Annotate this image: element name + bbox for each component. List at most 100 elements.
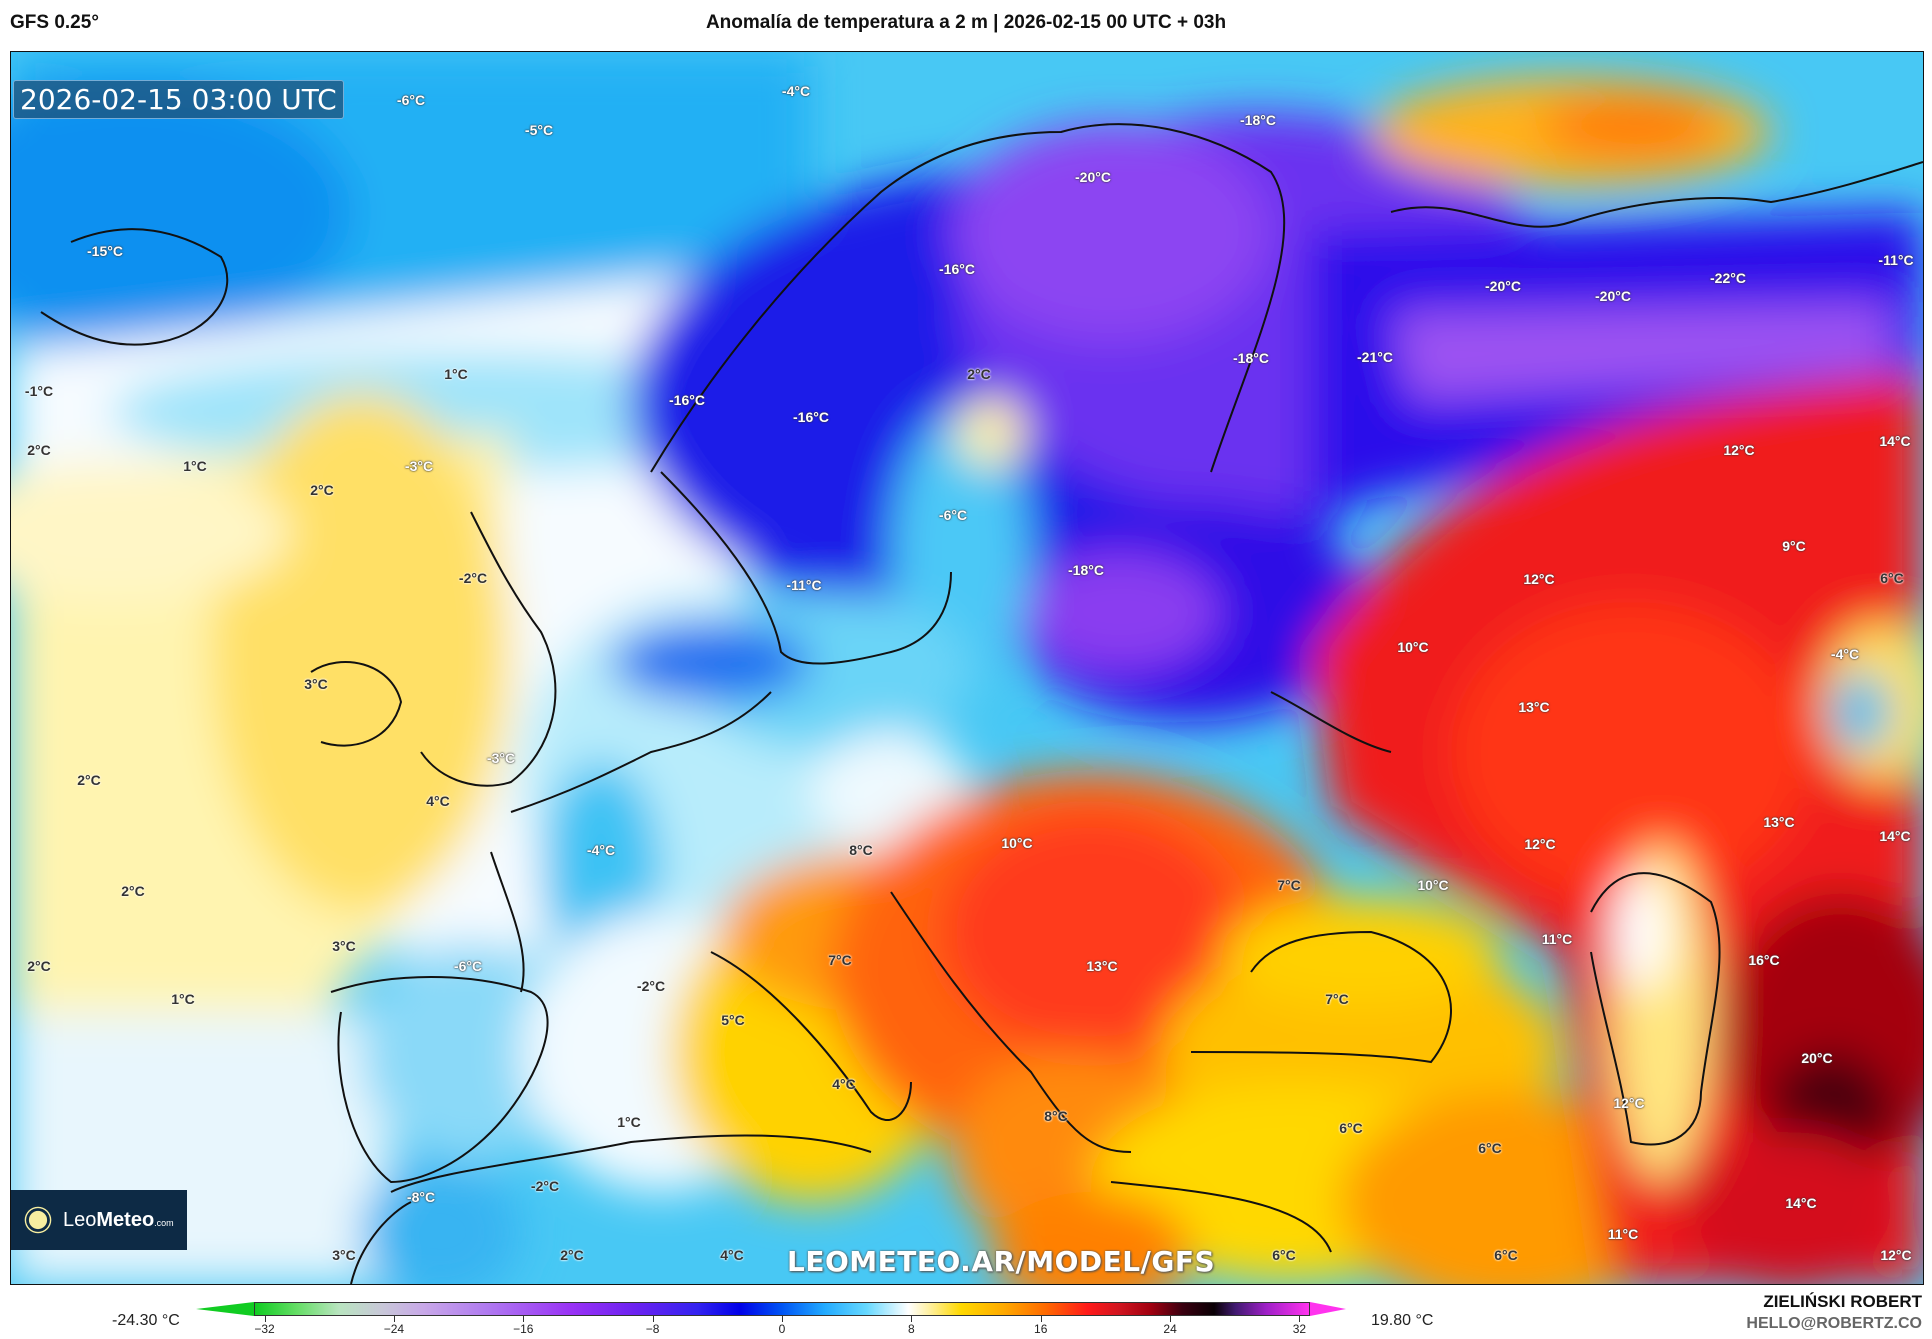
model-label: GFS 0.25° (10, 12, 99, 33)
colorbar-tick-label: −16 (513, 1322, 534, 1336)
colorbar-tick-label: −8 (645, 1322, 660, 1336)
temperature-label: 5°C (721, 1012, 745, 1028)
anomaly-field (11, 52, 1923, 1284)
temperature-label: -22°C (1710, 270, 1746, 286)
temperature-label: 4°C (426, 793, 450, 809)
sun-icon (28, 1210, 48, 1230)
temperature-label: -2°C (458, 570, 488, 586)
temperature-label: 6°C (1880, 570, 1904, 586)
temperature-label: -6°C (453, 958, 483, 974)
temperature-label: 12°C (1613, 1095, 1645, 1111)
colorbar-high-extension (1310, 1302, 1346, 1316)
colorbar-tick (1170, 1316, 1172, 1322)
temperature-label: 14°C (1879, 433, 1911, 449)
temperature-label: 6°C (1339, 1120, 1363, 1136)
temperature-label: -3°C (404, 458, 434, 474)
author-email[interactable]: HELLO@ROBERTZ.CO (1746, 1315, 1922, 1332)
chart-title: Anomalía de temperatura a 2 m | 2026-02-… (705, 12, 1227, 33)
temperature-label: 1°C (617, 1114, 641, 1130)
temperature-label: -5°C (524, 122, 554, 138)
colorbar: −32 −24 −16 −8 0 8 16 24 32 (196, 1302, 1346, 1336)
temperature-label: 11°C (1541, 931, 1573, 947)
colorbar-tick-label: 32 (1292, 1322, 1307, 1336)
colorbar-tick-label: −24 (383, 1322, 405, 1336)
temperature-label: 7°C (1325, 991, 1349, 1007)
temperature-label: -20°C (1595, 288, 1631, 304)
timestamp-badge: 2026-02-15 03:00 UTC (13, 80, 344, 119)
temperature-label: -3°C (486, 750, 516, 766)
temperature-label: 2°C (310, 482, 334, 498)
temperature-label: -2°C (636, 978, 666, 994)
temperature-label: 16°C (1748, 952, 1780, 968)
temperature-label: 12°C (1523, 571, 1555, 587)
temperature-label: 8°C (849, 842, 873, 858)
temperature-anomaly-map[interactable]: 2026-02-15 03:00 UTC -6°C -4°C -5°C -18°C -2… (10, 51, 1924, 1285)
colorbar-gradient (254, 1302, 1310, 1316)
temperature-label: 12°C (1723, 442, 1755, 458)
temperature-label: -20°C (1485, 278, 1521, 294)
colorbar-tick-label: 16 (1034, 1322, 1048, 1336)
temperature-label: 2°C (27, 958, 51, 974)
temperature-label: 11°C (1607, 1226, 1639, 1242)
temperature-label: -6°C (938, 507, 968, 523)
colorbar-tick-label: 24 (1163, 1322, 1177, 1336)
temperature-label: 10°C (1001, 835, 1033, 851)
colorbar-tick (523, 1316, 525, 1322)
temperature-label: 3°C (332, 1247, 356, 1263)
temperature-label: -6°C (396, 92, 426, 108)
temperature-label: 1°C (444, 366, 468, 382)
colorbar-tick (782, 1316, 783, 1322)
colorbar-tick-label: 0 (778, 1322, 786, 1336)
colorbar-tick (1299, 1316, 1301, 1322)
temperature-label: -4°C (1830, 646, 1860, 662)
temperature-label: 6°C (1478, 1140, 1502, 1156)
brand-suffix: .com (154, 1217, 174, 1228)
colorbar-tick (911, 1316, 913, 1322)
colorbar-tick (393, 1316, 395, 1322)
brand-light: Leo (63, 1208, 97, 1231)
temperature-label: 12°C (1524, 836, 1556, 852)
brand-bold: Meteo (96, 1208, 155, 1231)
colorbar-min-label: -24.30 °C (112, 1312, 180, 1329)
author-name: ZIELIŃSKI ROBERT (1763, 1292, 1922, 1311)
temperature-label: 8°C (1044, 1108, 1068, 1124)
temperature-label: -11°C (1878, 252, 1914, 268)
temperature-label: -15°C (87, 243, 123, 259)
temperature-label: 2°C (27, 442, 51, 458)
temperature-label: 14°C (1879, 828, 1911, 844)
temperature-label: 4°C (832, 1076, 856, 1092)
temperature-label: 14°C (1785, 1195, 1817, 1211)
temperature-label: -16°C (669, 392, 705, 408)
colorbar-tick (264, 1316, 266, 1322)
temperature-label: -20°C (1075, 169, 1111, 185)
temperature-label: 2°C (77, 772, 101, 788)
temperature-label: -4°C (781, 83, 811, 99)
temperature-label: 6°C (1494, 1247, 1518, 1263)
temperature-label: -18°C (1068, 562, 1104, 578)
temperature-label: -11°C (786, 577, 822, 593)
temperature-label: 9°C (1782, 538, 1806, 554)
temperature-label: 7°C (1277, 877, 1301, 893)
source-watermark: LEOMETEO.AR/MODEL/GFS (787, 1245, 1216, 1278)
temperature-label: -1°C (24, 383, 54, 399)
temperature-label: -4°C (586, 842, 616, 858)
temperature-label: 10°C (1417, 877, 1449, 893)
temperature-label: -18°C (1240, 112, 1276, 128)
colorbar-tick-label: 8 (908, 1322, 915, 1336)
colorbar-tick (1040, 1316, 1042, 1322)
temperature-label: -16°C (939, 261, 975, 277)
temperature-label: 7°C (828, 952, 852, 968)
temperature-label: 13°C (1763, 814, 1795, 830)
colorbar-max-label: 19.80 °C (1371, 1312, 1434, 1329)
temperature-label: 3°C (332, 938, 356, 954)
temperature-label: -21°C (1357, 349, 1393, 365)
temperature-label: -16°C (793, 409, 829, 425)
colorbar-tick-label: −32 (254, 1322, 275, 1336)
colorbar-tick (652, 1316, 654, 1322)
temperature-label: -18°C (1233, 350, 1269, 366)
temperature-label: -8°C (406, 1189, 436, 1205)
temperature-label: 2°C (560, 1247, 584, 1263)
temperature-label: 2°C (121, 883, 145, 899)
temperature-label: 3°C (304, 676, 328, 692)
leometeo-logo[interactable]: LeoMeteo.com (11, 1190, 187, 1250)
